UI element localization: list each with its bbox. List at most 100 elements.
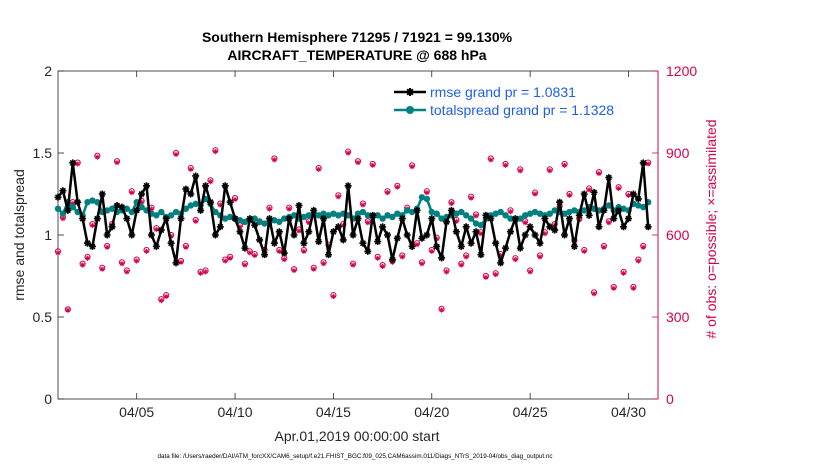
- obs-assimilated-point: [483, 274, 489, 280]
- rmse-point: [143, 182, 151, 190]
- obs-assimilated-point: [488, 157, 494, 163]
- obs-assimilated-point: [365, 220, 371, 226]
- obs-assimilated-point: [89, 222, 96, 229]
- rmse-point: [477, 251, 485, 259]
- rmse-point: [310, 206, 318, 214]
- rmse-point: [423, 231, 431, 239]
- spread-point: [472, 220, 480, 227]
- obs-assimilated-point: [635, 258, 641, 264]
- x-tick-label: 04/25: [513, 404, 548, 420]
- spread-point: [462, 212, 470, 219]
- obs-assimilated-point: [276, 248, 282, 254]
- rmse-point: [241, 244, 249, 252]
- obs-assimilated-point: [375, 255, 381, 261]
- spread-point: [379, 215, 386, 222]
- obs-assimilated-point: [616, 185, 622, 192]
- rmse-point: [261, 251, 269, 259]
- rmse-point: [339, 236, 347, 244]
- rmse-point: [565, 215, 573, 223]
- rmse-point: [197, 206, 205, 214]
- obs-assimilated-point: [320, 261, 327, 267]
- spread-point: [251, 215, 258, 222]
- obs-assimilated-point: [119, 261, 125, 267]
- y-tick-label: 0: [44, 391, 52, 407]
- rmse-point: [600, 206, 608, 214]
- obs-assimilated-point: [153, 226, 159, 233]
- plot-area: [57, 70, 659, 400]
- obs-assimilated-point: [468, 195, 474, 201]
- chart-subtitle: AIRCRAFT_TEMPERATURE @ 688 hPa: [227, 47, 486, 63]
- chart-title: Southern Hemisphere 71295 / 71921 = 99.1…: [202, 29, 513, 45]
- y2-tick-label: 0: [666, 391, 674, 407]
- rmse-point: [226, 198, 234, 206]
- y2-axis-label: # of obs: o=possible; ×=assimilated: [703, 119, 719, 338]
- obs-assimilated-point: [611, 285, 617, 291]
- obs-assimilated-point: [547, 168, 553, 174]
- rmse-point: [270, 239, 278, 247]
- obs-assimilated-point: [60, 216, 66, 222]
- obs-assimilated-point: [463, 254, 469, 260]
- rmse-point: [177, 215, 185, 223]
- legend-rmse-marker: [406, 88, 414, 96]
- spread-point: [536, 210, 544, 217]
- obs-assimilated-point: [601, 244, 607, 250]
- obs-assimilated-point: [424, 190, 430, 196]
- spread-point: [187, 202, 194, 209]
- obs-assimilated-point: [158, 298, 164, 304]
- rmse-point: [585, 211, 593, 219]
- rmse-point: [418, 234, 426, 242]
- rmse-point: [551, 226, 559, 234]
- rmse-point: [54, 193, 62, 201]
- y-tick-label: 1.5: [33, 145, 53, 161]
- rmse-point: [192, 172, 200, 180]
- obs-assimilated-point: [478, 231, 484, 237]
- spread-point: [389, 213, 396, 221]
- obs-assimilated-point: [75, 161, 81, 167]
- rmse-point: [344, 182, 352, 190]
- x-tick-label: 04/30: [611, 404, 646, 420]
- obs-assimilated-point: [498, 252, 504, 259]
- rmse-point: [211, 231, 219, 239]
- rmse-point: [634, 195, 642, 203]
- rmse-point: [595, 223, 603, 231]
- rmse-point: [265, 215, 273, 223]
- rmse-point: [162, 215, 170, 223]
- rmse-point: [359, 239, 367, 247]
- obs-assimilated-point: [65, 307, 71, 313]
- legend-rmse-label: rmse grand pr = 1.0831: [430, 84, 576, 100]
- obs-assimilated-point: [70, 200, 76, 207]
- rmse-point: [447, 206, 455, 214]
- obs-assimilated-point: [330, 293, 337, 300]
- rmse-point: [462, 223, 470, 231]
- spread-point: [153, 212, 160, 219]
- obs-assimilated-point: [178, 259, 184, 265]
- obs-assimilated-point: [232, 196, 238, 203]
- rmse-point: [59, 187, 67, 195]
- obs-assimilated-point: [561, 162, 568, 168]
- rmse-point: [575, 211, 583, 219]
- spread-point: [507, 215, 514, 222]
- obs-assimilated-point: [281, 257, 287, 263]
- y2-tick-label: 900: [666, 145, 690, 161]
- rmse-point: [492, 239, 500, 247]
- rmse-point: [408, 242, 416, 250]
- rmse-point: [364, 247, 372, 255]
- rmse-point: [206, 198, 214, 206]
- legend-spread-label: totalspread grand pr = 1.1328: [430, 102, 614, 118]
- obs-assimilated-point: [379, 263, 386, 270]
- rmse-point: [482, 211, 490, 219]
- y2-tick-label: 300: [666, 309, 690, 325]
- rmse-point: [280, 249, 288, 257]
- obs-assimilated-point: [340, 222, 346, 229]
- rmse-point: [428, 215, 436, 223]
- rmse-point: [433, 242, 441, 250]
- obs-assimilated-point: [306, 220, 312, 226]
- spread-point: [566, 208, 573, 216]
- obs-assimilated-point: [542, 231, 548, 237]
- rmse-point: [315, 238, 323, 246]
- obs-assimilated-point: [94, 154, 100, 160]
- rmse-point: [393, 234, 401, 242]
- spread-point: [222, 215, 229, 222]
- rmse-point: [526, 223, 534, 231]
- obs-assimilated-point: [247, 250, 253, 256]
